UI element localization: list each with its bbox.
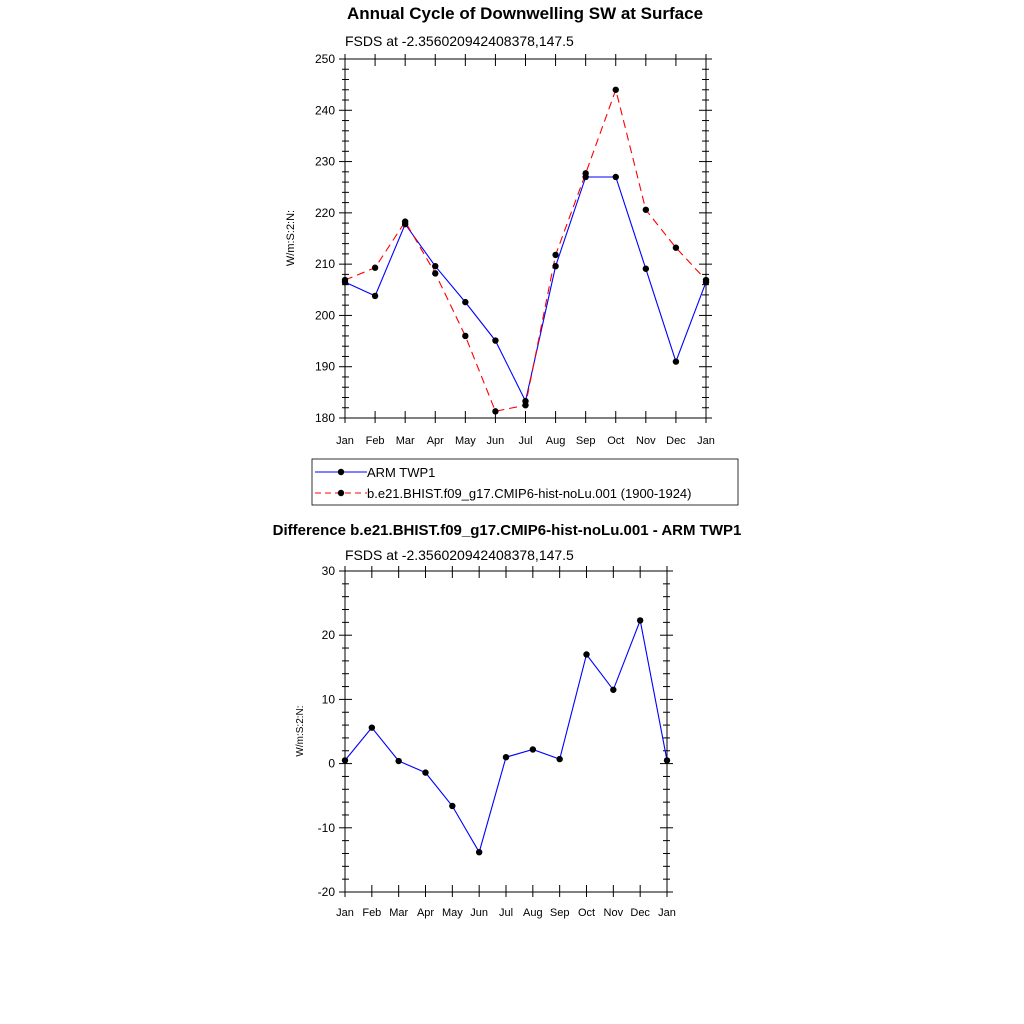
chart2-xtick-label: Feb <box>362 907 381 919</box>
chart2-ytick-label: 30 <box>322 564 336 578</box>
chart1-xtick-label: Oct <box>607 435 624 447</box>
chart2-xtick-label: Jul <box>499 907 513 919</box>
chart1-ytick-label: 210 <box>315 257 335 271</box>
legend-marker-model <box>337 489 345 497</box>
chart1-series-1-point <box>462 332 469 340</box>
chart2-xtick-label: May <box>442 907 463 919</box>
chart1-ylabel: W/m:S:2:N: <box>285 210 297 266</box>
chart2-series-0-point <box>502 753 510 761</box>
chart2-series-0-point <box>395 757 402 765</box>
chart1-series-0-point <box>612 173 619 181</box>
chart1-series-0-point <box>642 265 650 272</box>
chart1-xtick-label: Apr <box>427 435 444 447</box>
chart1-ytick-label: 230 <box>315 155 335 169</box>
chart1-title: Annual Cycle of Downwelling SW at Surfac… <box>347 4 703 23</box>
chart1-xtick-label: Jun <box>487 435 505 447</box>
chart2-subtitle: FSDS at -2.356020942408378,147.5 <box>345 547 574 563</box>
chart1-ytick-label: 200 <box>315 308 335 322</box>
chart2-ytick-label: 0 <box>328 757 335 771</box>
chart1-series-line-1 <box>344 87 707 412</box>
chart1-series-0-point <box>432 262 439 270</box>
chart2-series-0-point <box>368 724 376 731</box>
chart1-xtick-label: Jan <box>697 435 715 447</box>
chart2-xtick-label: Jun <box>470 907 488 919</box>
chart1-series-1-point <box>371 264 379 271</box>
chart2-xtick-label: Sep <box>550 907 570 919</box>
chart1-series-1-point <box>702 276 710 284</box>
chart1-subtitle: FSDS at -2.356020942408378,147.5 <box>345 33 574 49</box>
chart1-series-0-point <box>672 358 680 365</box>
chart1-series-1-point <box>341 276 349 284</box>
chart1-ytick-label: 250 <box>315 52 335 66</box>
chart2-xtick-label: Jan <box>658 907 676 919</box>
chart2-series-0-point <box>341 757 349 764</box>
chart1-legend: ARM TWP1 b.e21.BHIST.f09_g17.CMIP6-hist-… <box>311 458 739 506</box>
chart1-series-1-point <box>642 206 650 213</box>
legend-box <box>311 458 739 506</box>
legend-label-arm: ARM TWP1 <box>367 465 435 480</box>
chart2-xtick-label: Dec <box>630 907 650 919</box>
chart2-series-0-point <box>449 802 456 810</box>
chart2-series-0-point <box>583 651 590 658</box>
chart1-series-1-point <box>552 251 559 259</box>
chart1-xtick-label: Feb <box>366 435 385 447</box>
chart1-series-0-point <box>492 337 499 344</box>
chart1-series-1-point <box>612 86 619 93</box>
chart2-plot: -20 -10 0 10 20 30 Jan Feb Mar Apr May Jun Jul Aug Sep… <box>318 564 676 919</box>
chart1-xtick-label: Mar <box>396 435 415 447</box>
chart2-series-0-point <box>610 686 617 693</box>
chart2-xtick-label: Oct <box>578 907 595 919</box>
chart1-series-1-point <box>582 170 589 177</box>
chart1-xtick-label: Aug <box>546 435 566 447</box>
chart2-xtick-label: Mar <box>389 907 408 919</box>
legend-label-model: b.e21.BHIST.f09_g17.CMIP6-hist-noLu.001 … <box>367 486 691 501</box>
chart1-series-1-point <box>672 244 680 251</box>
chart1-xtick-label: Sep <box>576 435 596 447</box>
chart2-series-0-point <box>636 617 644 624</box>
chart2-series-0-point <box>422 769 429 776</box>
chart2-xtick-label: Apr <box>417 907 434 919</box>
chart1-ytick-label: 190 <box>315 360 335 374</box>
chart1-ytick-label: 240 <box>315 103 335 117</box>
chart1-series-1-point <box>522 401 529 409</box>
chart2-title: Difference b.e21.BHIST.f09_g17.CMIP6-his… <box>273 522 742 539</box>
chart2-ytick-label: -20 <box>318 885 336 899</box>
chart2-ytick-label: 20 <box>322 628 336 642</box>
chart2-series-0-point <box>663 757 671 764</box>
chart1-series-0-point <box>462 298 469 306</box>
chart1-series-1-point <box>432 270 439 277</box>
chart1-plot: 180 190 200 210 220 230 240 250 Jan Feb Mar Apr May J… <box>315 52 715 447</box>
chart2-frame <box>344 570 668 893</box>
chart1-series-0-point <box>552 262 559 270</box>
chart2-xtick-label: Nov <box>604 907 624 919</box>
chart1-xtick-label: Nov <box>636 435 656 447</box>
chart1-xtick-label: Dec <box>666 435 686 447</box>
chart2-series-0-point <box>475 848 483 856</box>
chart2-series-line-0 <box>344 618 668 854</box>
chart1-series-0-point <box>371 292 379 300</box>
chart1-xtick-label: May <box>455 435 476 447</box>
chart2-series-0-point <box>529 746 537 753</box>
chart2-ytick-label: -10 <box>318 821 336 835</box>
chart1-series-line-0 <box>344 176 707 403</box>
chart1-ytick-label: 220 <box>315 206 335 220</box>
chart2-ylabel: W/m:S:2:N: <box>295 705 306 756</box>
chart1-series-1-point <box>401 218 409 225</box>
chart1-xtick-label: Jan <box>336 435 354 447</box>
chart1-ytick-label: 180 <box>315 411 335 425</box>
chart2-xtick-label: Aug <box>523 907 543 919</box>
chart1-series-1-point <box>492 408 499 415</box>
chart2-series-0-point <box>556 755 563 763</box>
legend-marker-arm <box>337 468 345 476</box>
chart2-ytick-label: 10 <box>322 692 336 706</box>
chart2-xtick-label: Jan <box>336 907 354 919</box>
chart1-xtick-label: Jul <box>518 435 532 447</box>
